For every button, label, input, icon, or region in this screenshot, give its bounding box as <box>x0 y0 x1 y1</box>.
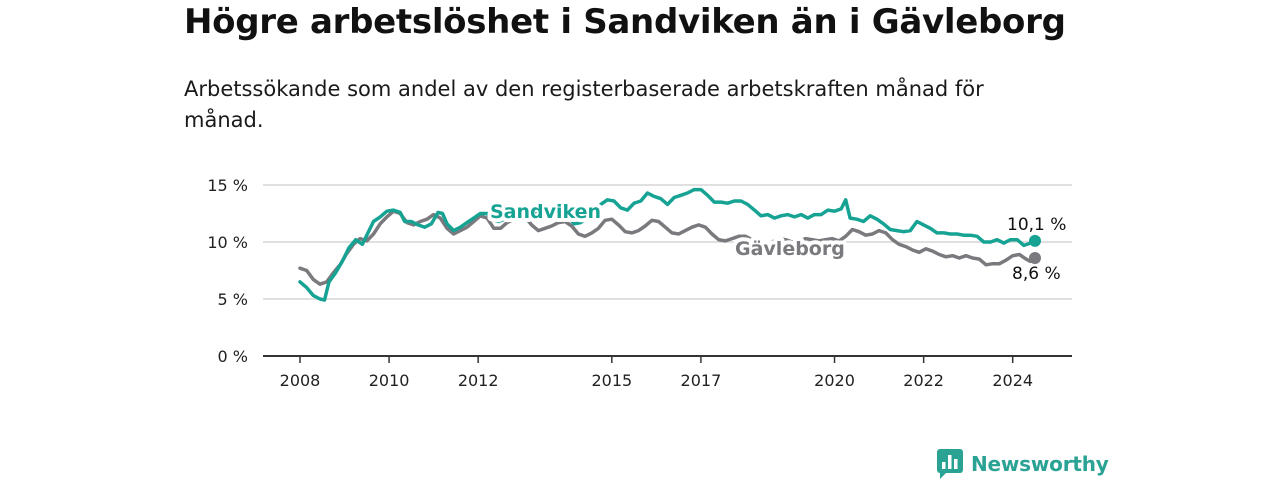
x-tick-label: 2015 <box>591 371 632 390</box>
end-label-sandviken: 10,1 % <box>1007 215 1066 235</box>
series-end-point <box>1029 251 1041 264</box>
series-label-sandviken-halo: Sandviken <box>490 201 601 223</box>
x-tick-label: 2012 <box>458 371 499 390</box>
x-tick-label: 2022 <box>903 371 944 390</box>
series-label-gavleborg: Gävleborg <box>735 238 845 260</box>
series-line-sandviken <box>298 187 1037 302</box>
y-tick-label: 15 % <box>207 176 248 195</box>
series-line-gavleborg <box>298 209 1037 286</box>
end-label-gavleborg: 8,6 % <box>1012 264 1061 284</box>
x-tick-label: 2024 <box>992 371 1033 390</box>
series-lines <box>298 187 1041 302</box>
grid-lines <box>263 184 1072 300</box>
series-label-gavleborg-halo: Gävleborg <box>735 238 845 260</box>
x-tick-label: 2020 <box>814 371 855 390</box>
series-labels: SandvikenSandvikenGävleborgGävleborg10,1… <box>486 197 1066 284</box>
x-tick-label: 2010 <box>369 371 410 390</box>
page-title: Högre arbetslöshet i Sandviken än i Gävl… <box>184 2 1066 42</box>
bar-chart-speech-bubble-icon <box>937 449 963 479</box>
logo-text: Newsworthy <box>971 452 1109 476</box>
page-subtitle: Arbetssökande som andel av den registerb… <box>184 77 984 132</box>
newsworthy-logo: Newsworthy <box>937 449 1109 479</box>
series-end-point <box>1029 234 1041 247</box>
y-tick-label: 10 % <box>207 233 248 252</box>
y-tick-label: 5 % <box>218 290 248 309</box>
y-tick-label: 0 % <box>218 347 248 366</box>
x-tick-label: 2008 <box>280 371 321 390</box>
axes: 0 % 5 % 10 % 15 % 2008 2010 2012 2015 2017 2020 20… <box>207 176 1072 390</box>
series-label-sandviken: Sandviken <box>490 201 601 223</box>
x-tick-label: 2017 <box>681 371 722 390</box>
